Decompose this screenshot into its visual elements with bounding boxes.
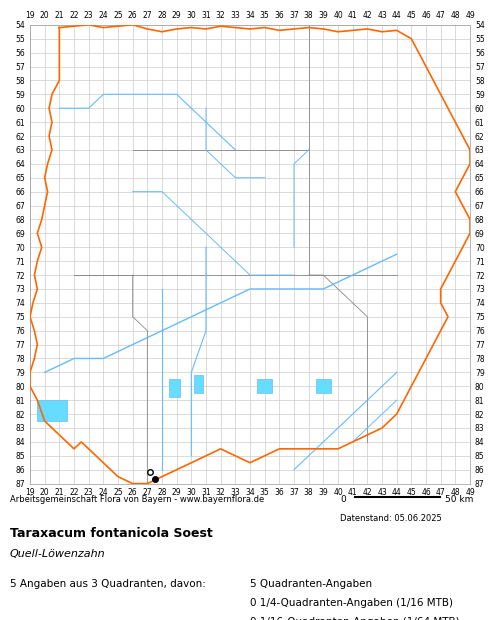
Text: 5 Quadranten-Angaben: 5 Quadranten-Angaben xyxy=(250,579,372,589)
Text: 0 1/16-Quadranten-Angaben (1/64 MTB): 0 1/16-Quadranten-Angaben (1/64 MTB) xyxy=(250,618,460,620)
Polygon shape xyxy=(258,379,272,393)
Text: Quell-Löwenzahn: Quell-Löwenzahn xyxy=(10,549,106,559)
Text: 0: 0 xyxy=(340,495,346,503)
Text: 50 km: 50 km xyxy=(445,495,474,503)
Text: 0 1/4-Quadranten-Angaben (1/16 MTB): 0 1/4-Quadranten-Angaben (1/16 MTB) xyxy=(250,598,453,608)
Text: Arbeitsgemeinschaft Flora von Bayern - www.bayernflora.de: Arbeitsgemeinschaft Flora von Bayern - w… xyxy=(10,495,264,503)
Polygon shape xyxy=(316,379,330,393)
Text: Datenstand: 05.06.2025: Datenstand: 05.06.2025 xyxy=(340,513,442,523)
Polygon shape xyxy=(194,375,203,393)
Polygon shape xyxy=(38,400,66,421)
Polygon shape xyxy=(170,379,179,397)
Text: Taraxacum fontanicola Soest: Taraxacum fontanicola Soest xyxy=(10,527,213,540)
Text: 5 Angaben aus 3 Quadranten, davon:: 5 Angaben aus 3 Quadranten, davon: xyxy=(10,579,206,589)
